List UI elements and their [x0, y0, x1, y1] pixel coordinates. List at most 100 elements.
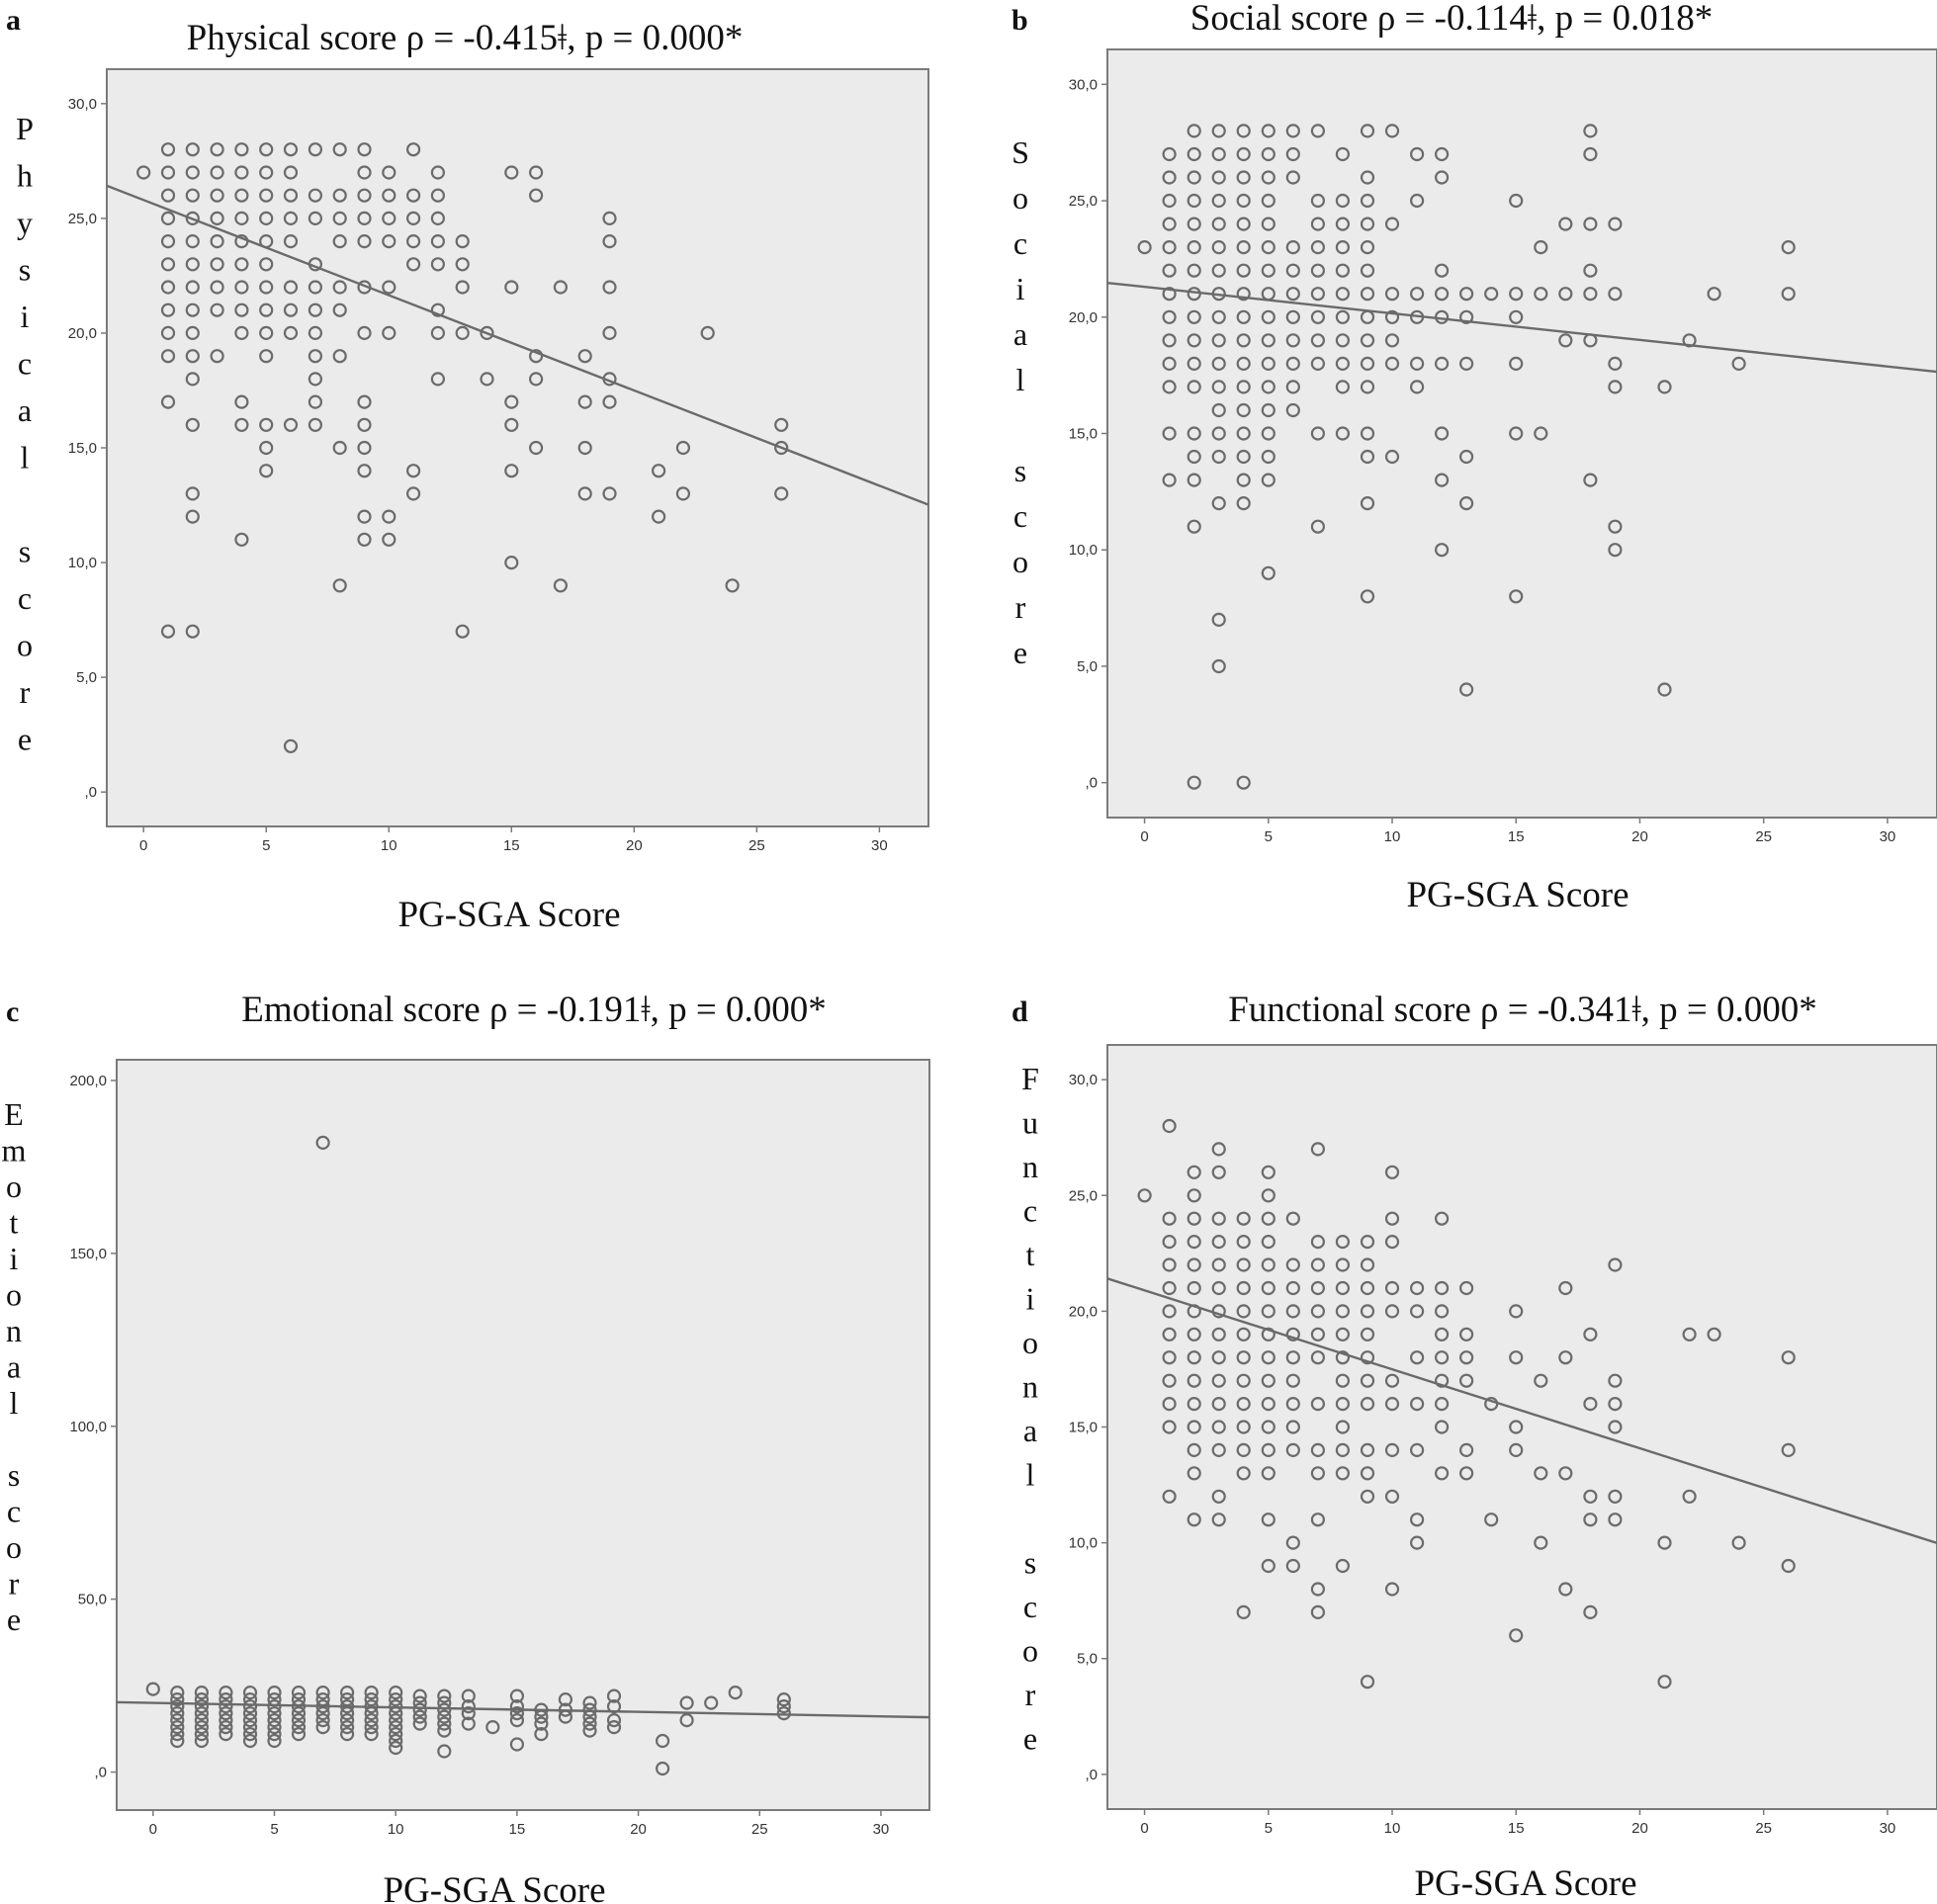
scatter-point [259, 464, 274, 478]
scatter-point [357, 417, 372, 432]
scatter-point [1384, 1211, 1400, 1226]
x-tick-label: 20 [630, 1821, 647, 1838]
scatter-point [509, 1737, 525, 1752]
scatter-point [185, 624, 200, 639]
scatter-point [1310, 1513, 1326, 1527]
scatter-point [582, 1695, 597, 1710]
y-tick-label: 15,0 [1069, 1420, 1098, 1436]
scatter-point [1187, 170, 1201, 185]
scatter-point [1310, 1582, 1326, 1597]
scatter-point [242, 1733, 258, 1749]
scatter-point [1261, 193, 1276, 209]
scatter-point [1409, 1442, 1425, 1458]
scatter-point [1360, 1396, 1375, 1412]
scatter-point [602, 280, 617, 295]
scatter-point [315, 1705, 330, 1721]
scatter-point [455, 624, 470, 639]
scatter-point [185, 349, 200, 364]
scatter-point [1162, 287, 1177, 302]
scatter-point [308, 280, 322, 295]
scatter-point [1360, 1304, 1375, 1319]
scatter-point [1162, 473, 1177, 487]
scatter-point [406, 257, 421, 272]
scatter-point [1558, 1350, 1573, 1365]
scatter-point [382, 234, 396, 249]
scatter-point [219, 1698, 233, 1714]
scatter-point [1261, 124, 1276, 138]
scatter-point [1211, 263, 1226, 278]
scatter-point [308, 188, 322, 203]
scatter-point [412, 1716, 427, 1731]
scatter-point [1211, 612, 1226, 628]
scatter-point [602, 211, 617, 225]
scatter-point [234, 532, 249, 547]
scatter-point [602, 394, 617, 409]
scatter-point [528, 188, 544, 203]
fit-line [116, 1700, 930, 1719]
scatter-points [145, 1135, 791, 1776]
scatter-point [1384, 287, 1400, 302]
scatter-point [1608, 1420, 1623, 1434]
scatter-point [1162, 263, 1177, 278]
scatter-point [194, 1719, 209, 1735]
scatter-point [1162, 1234, 1177, 1250]
y-axis-label-char: h [17, 158, 33, 194]
y-axis-label-char: c [1023, 1193, 1037, 1229]
scatter-point [1558, 1466, 1573, 1481]
scatter-point [1211, 1280, 1226, 1296]
scatter-point [382, 188, 396, 203]
scatter-point [1458, 356, 1474, 371]
scatter-point [340, 1726, 355, 1742]
scatter-point [1360, 1234, 1375, 1250]
scatter-point [234, 142, 249, 157]
scatter-point [1409, 287, 1425, 302]
scatter-point [1310, 309, 1326, 324]
scatter-point [160, 257, 176, 272]
scatter-point [528, 440, 544, 456]
scatter-point [577, 486, 592, 501]
scatter-point [1360, 1675, 1375, 1689]
scatter-point [774, 486, 789, 501]
panel-letter-d: d [1012, 995, 1028, 1028]
scatter-point [1187, 775, 1201, 790]
scatter-point [1211, 146, 1226, 162]
scatter-point [308, 417, 322, 432]
scatter-point [1236, 1257, 1251, 1272]
axis-ticks: 0 5 10 15 20 25 30,05,010,015,020,025,030,0 [1069, 1072, 1895, 1837]
scatter-point [437, 1702, 452, 1717]
x-tick-label: 10 [1384, 828, 1401, 845]
y-axis-label-char: l [21, 440, 30, 476]
scatter-point [382, 165, 396, 180]
scatter-point [1360, 170, 1375, 185]
scatter-point [332, 440, 347, 456]
scatter-point [430, 372, 445, 387]
scatter-point [1384, 1442, 1400, 1458]
scatter-point [461, 1716, 476, 1731]
scatter-point [1608, 519, 1623, 534]
scatter-point [1608, 1513, 1623, 1527]
scatter-point [1360, 1327, 1375, 1341]
scatter-point [1187, 449, 1201, 465]
scatter-point [1384, 356, 1400, 371]
scatter-point [1261, 1513, 1276, 1527]
scatter-point [210, 349, 224, 364]
scatter-point [1211, 449, 1226, 465]
scatter-point [1608, 1396, 1623, 1412]
scatter-point [1162, 309, 1177, 324]
scatter-point [485, 1719, 500, 1735]
scatter-point [1187, 1350, 1201, 1365]
scatter-point [1261, 263, 1276, 278]
y-tick-label: ,0 [1085, 775, 1098, 792]
scatter-point [1236, 1466, 1251, 1481]
scatter-point [242, 1712, 258, 1728]
scatter-point [602, 486, 617, 501]
scatter-point [1236, 1211, 1251, 1226]
scatter-point [1187, 519, 1201, 534]
scatter-point [1187, 473, 1201, 487]
scatter-point [389, 1726, 403, 1742]
scatter-point [283, 325, 299, 340]
scatter-point [1310, 426, 1326, 441]
scatter-point [332, 578, 347, 593]
scatter-point [1335, 1350, 1351, 1365]
